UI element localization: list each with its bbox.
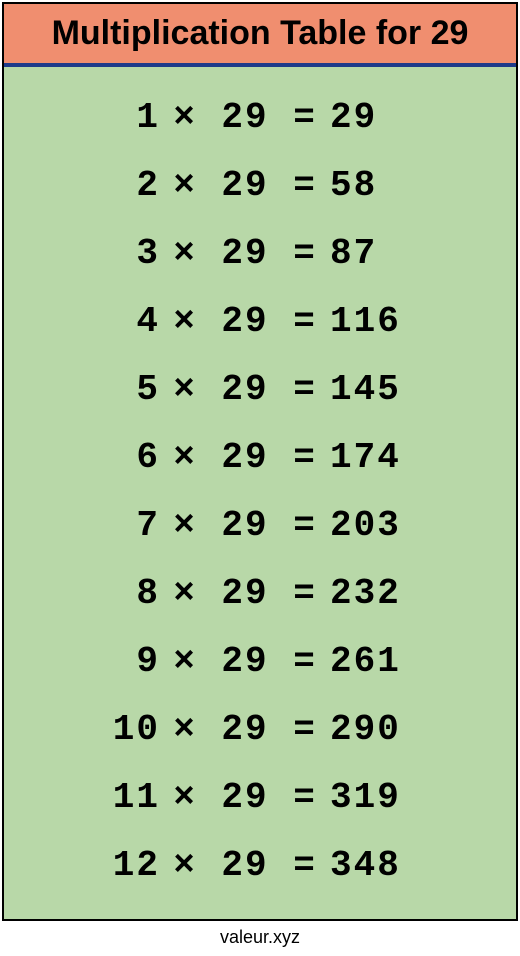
table-title: Multiplication Table for 29 (16, 14, 504, 53)
cell-result: 87 (330, 233, 430, 274)
cell-result: 348 (330, 845, 430, 886)
cell-base: 29 (210, 777, 280, 818)
cell-result: 232 (330, 573, 430, 614)
table-row: 4 × 29 = 116 (4, 287, 516, 355)
cell-multiplier: 3 (90, 233, 160, 274)
cell-times-symbol: × (160, 165, 210, 206)
cell-multiplier: 2 (90, 165, 160, 206)
cell-equals-symbol: = (280, 709, 330, 750)
cell-base: 29 (210, 437, 280, 478)
cell-multiplier: 10 (90, 709, 160, 750)
cell-multiplier: 12 (90, 845, 160, 886)
cell-base: 29 (210, 301, 280, 342)
cell-equals-symbol: = (280, 777, 330, 818)
cell-times-symbol: × (160, 777, 210, 818)
cell-equals-symbol: = (280, 641, 330, 682)
cell-base: 29 (210, 845, 280, 886)
table-row: 10 × 29 = 290 (4, 695, 516, 763)
cell-equals-symbol: = (280, 301, 330, 342)
cell-result: 203 (330, 505, 430, 546)
cell-result: 145 (330, 369, 430, 410)
table-row: 12 × 29 = 348 (4, 831, 516, 899)
cell-times-symbol: × (160, 845, 210, 886)
cell-equals-symbol: = (280, 369, 330, 410)
cell-times-symbol: × (160, 573, 210, 614)
cell-multiplier: 1 (90, 97, 160, 138)
cell-result: 58 (330, 165, 430, 206)
cell-base: 29 (210, 165, 280, 206)
cell-times-symbol: × (160, 709, 210, 750)
footer-text: valeur.xyz (0, 923, 520, 956)
cell-result: 319 (330, 777, 430, 818)
cell-equals-symbol: = (280, 165, 330, 206)
multiplication-table-container: Multiplication Table for 29 1 × 29 = 2 9 … (2, 2, 518, 921)
cell-result: 174 (330, 437, 430, 478)
cell-times-symbol: × (160, 97, 210, 138)
cell-multiplier: 8 (90, 573, 160, 614)
cell-multiplier: 9 (90, 641, 160, 682)
table-row: 2 × 29 = 58 (4, 151, 516, 219)
cell-times-symbol: × (160, 233, 210, 274)
cell-equals-symbol: = (280, 97, 330, 138)
cell-equals-symbol: = (280, 505, 330, 546)
table-row: 5 × 29 = 145 (4, 355, 516, 423)
cell-multiplier: 7 (90, 505, 160, 546)
cell-base: 29 (210, 709, 280, 750)
cell-base: 29 (210, 97, 280, 138)
cell-base: 29 (210, 641, 280, 682)
cell-result: 290 (330, 709, 430, 750)
table-row: 7 × 29 = 203 (4, 491, 516, 559)
table-row: 9 × 29 = 261 (4, 627, 516, 695)
cell-base: 29 (210, 233, 280, 274)
table-row: 11 × 29 = 319 (4, 763, 516, 831)
cell-result: 261 (330, 641, 430, 682)
cell-result: 29 (330, 97, 430, 138)
cell-times-symbol: × (160, 437, 210, 478)
cell-multiplier: 5 (90, 369, 160, 410)
cell-multiplier: 6 (90, 437, 160, 478)
cell-base: 29 (210, 573, 280, 614)
cell-multiplier: 4 (90, 301, 160, 342)
table-row: 3 × 29 = 87 (4, 219, 516, 287)
cell-multiplier: 11 (90, 777, 160, 818)
cell-equals-symbol: = (280, 573, 330, 614)
cell-times-symbol: × (160, 505, 210, 546)
table-header: Multiplication Table for 29 (4, 4, 516, 67)
cell-base: 29 (210, 369, 280, 410)
cell-times-symbol: × (160, 641, 210, 682)
cell-times-symbol: × (160, 369, 210, 410)
table-row: 6 × 29 = 174 (4, 423, 516, 491)
cell-times-symbol: × (160, 301, 210, 342)
cell-base: 29 (210, 505, 280, 546)
cell-equals-symbol: = (280, 437, 330, 478)
table-row: 8 × 29 = 232 (4, 559, 516, 627)
cell-result: 116 (330, 301, 430, 342)
table-row: 1 × 29 = 29 (4, 83, 516, 151)
cell-equals-symbol: = (280, 845, 330, 886)
table-body: 1 × 29 = 29 2 × 29 = 58 3 × 29 = 87 4 × … (4, 67, 516, 919)
cell-equals-symbol: = (280, 233, 330, 274)
